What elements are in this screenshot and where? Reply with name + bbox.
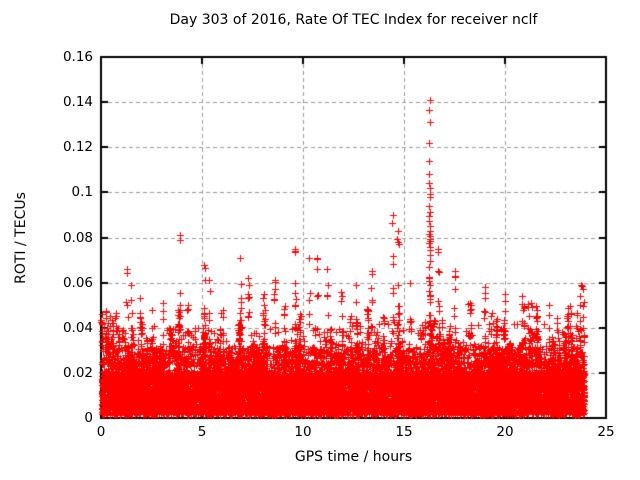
x-tick-label: 20 (496, 424, 514, 440)
x-tick-label: 5 (197, 424, 207, 440)
y-tick-label: 0.14 (62, 94, 93, 111)
x-tick-label: 25 (597, 424, 615, 440)
y-tick-label: 0.1 (71, 184, 93, 201)
x-tick-label: 10 (294, 424, 312, 440)
y-tick-label: 0.12 (62, 139, 93, 156)
y-tick-label: 0.06 (62, 274, 93, 291)
y-tick-label: 0.04 (62, 319, 93, 336)
x-tick-label: 0 (96, 424, 106, 440)
x-axis-label: GPS time / hours (294, 449, 413, 465)
chart-title: Day 303 of 2016, Rate Of TEC Index for r… (169, 12, 538, 28)
y-tick-label: 0.08 (62, 229, 93, 246)
x-tick-label: 15 (395, 424, 413, 440)
y-tick-label: 0.02 (62, 364, 93, 381)
y-tick-label: 0.16 (62, 49, 93, 65)
y-tick-label: 0 (84, 410, 93, 426)
